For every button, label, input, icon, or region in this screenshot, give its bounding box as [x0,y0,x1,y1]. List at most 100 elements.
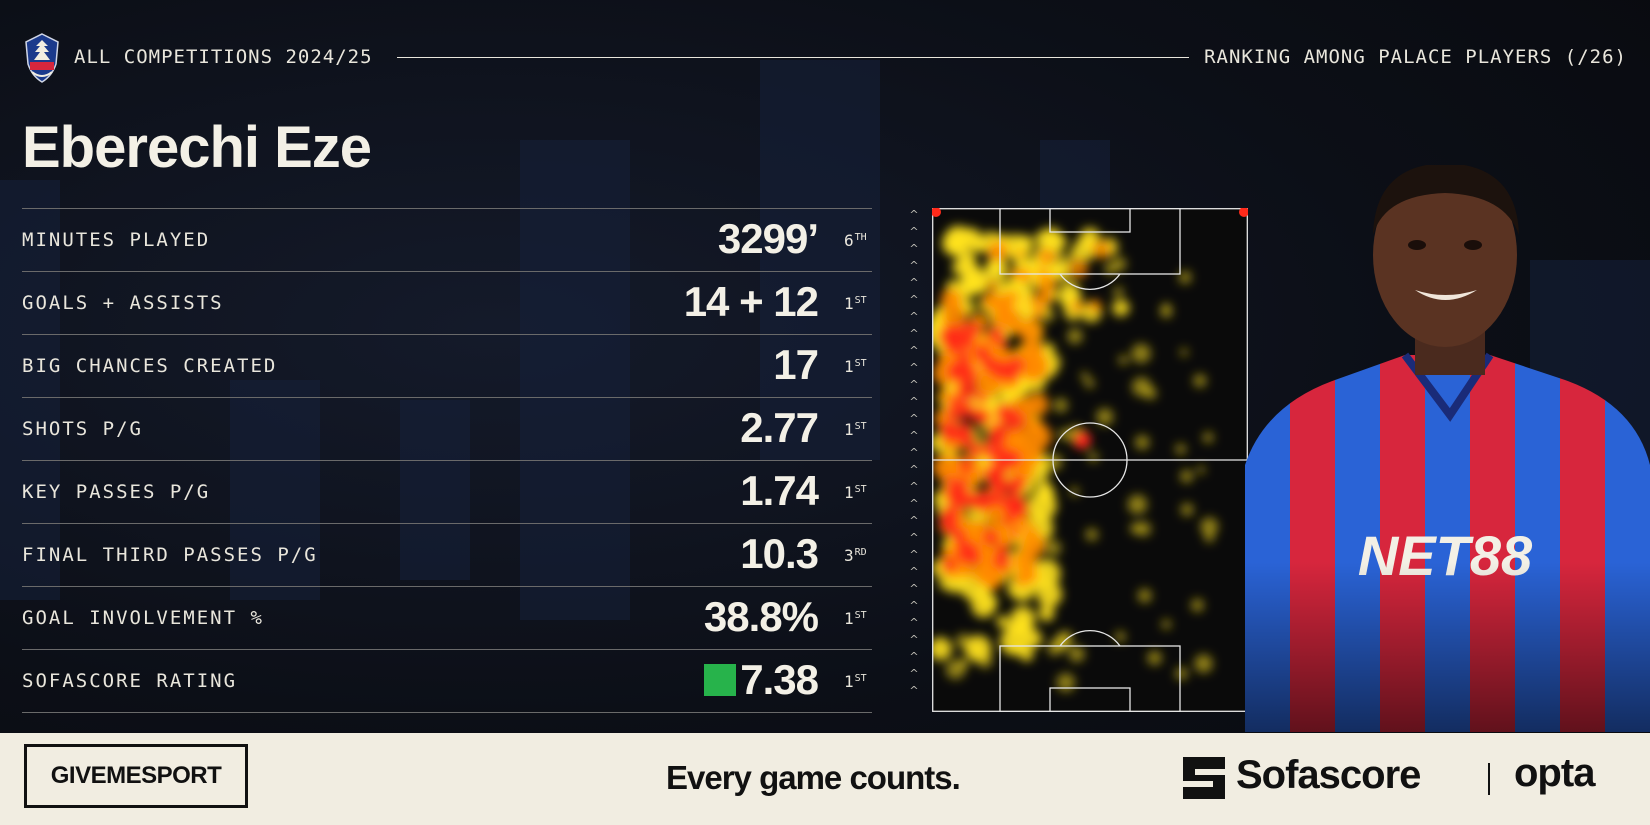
heat-blob [965,550,981,566]
heat-blob [947,235,966,255]
heat-blob [957,401,971,414]
heat-blob [958,657,969,669]
heat-blob [1046,453,1063,471]
stat-row-sofascore-rating: SOFASCORE RATING 7.38 1ST [22,649,872,713]
heat-blob [955,378,979,402]
stat-label: GOALS + ASSISTS [22,292,224,314]
arrow-icon: ^ [909,582,919,595]
heat-blob [1019,320,1043,344]
stat-value: 14 + 12 [683,278,819,325]
heat-blob [950,527,967,544]
heat-blob [1112,299,1130,317]
arrow-icon: ^ [909,344,919,357]
arrow-icon: ^ [909,259,919,272]
heat-blob [986,469,1006,489]
arrow-icon: ^ [909,293,919,306]
heat-blob [1204,532,1215,543]
arrow-icon: ^ [909,276,919,289]
heat-blob [1002,516,1014,528]
heat-blob [1006,620,1023,636]
stat-rank: 1ST [844,609,867,628]
arrow-icon: ^ [909,497,919,510]
heat-blob [1190,598,1204,612]
heat-blob [982,529,999,546]
heat-blob [982,293,998,309]
heat-blob [1047,640,1062,656]
heat-blob [1005,495,1029,519]
heat-blob [959,563,975,579]
heat-blob [969,494,985,511]
heat-blob [1127,494,1148,515]
arrow-icon: ^ [909,531,919,544]
heat-blob [958,541,969,552]
heat-blob [932,637,952,661]
stat-rank: 6TH [844,231,867,250]
stat-row-minutes-played: MINUTES PLAYED 3299’ 6TH [22,208,872,271]
heat-blob [1134,435,1150,450]
arrow-icon: ^ [909,395,919,408]
heat-blob [945,484,967,507]
heat-blob [976,393,988,404]
stat-value: 2.77 [740,404,819,451]
heat-blob [1038,248,1054,265]
arrow-icon: ^ [909,616,919,629]
heat-blob [1202,432,1214,443]
stat-row-final-third-passes: FINAL THIRD PASSES P/G 10.3 3RD [22,523,872,586]
sofascore-logo-icon [1183,757,1225,799]
heat-blob [991,309,1009,326]
heat-blob [1014,570,1031,587]
heat-blob [1000,365,1013,378]
corner-hotspot [932,208,941,217]
heat-blob [1068,259,1089,279]
player-name: Eberechi Eze [22,115,372,180]
attack-direction-arrows: ^ ^ ^ ^ ^ ^ ^ ^ ^ ^ ^ ^ ^ ^ ^ ^ ^ ^ ^ ^ ^ ^ ^ ^ ^ ^ ^ ^ ^ [908,206,920,718]
stat-rank: 1ST [844,483,867,502]
crystal-palace-crest-icon [25,33,59,83]
heat-blob [1193,374,1207,388]
heat-blob [992,551,1012,570]
logo-separator [1488,763,1490,795]
heat-blob [996,615,1009,628]
stat-label: BIG CHANCES CREATED [22,355,278,377]
heat-blob [1011,643,1024,656]
heat-blob [1175,667,1188,680]
stat-rank: 1ST [844,672,867,691]
heat-blob [1023,523,1037,537]
opta-wordmark: opta [1514,751,1595,795]
heat-blob [1071,300,1084,313]
arrow-icon: ^ [909,225,919,238]
heat-blob [942,557,957,572]
stat-value: 7.38 [704,656,819,704]
heat-blob [1080,371,1089,381]
heat-blob [980,355,998,373]
player-photo: NET88 [1245,165,1650,732]
heatmap-pitch [932,208,1248,712]
heat-blob [1067,328,1083,344]
heat-blob [1036,272,1057,293]
heat-blob [1113,286,1124,298]
heat-blob [977,409,991,423]
heat-blob [959,458,974,474]
stat-row-shots: SHOTS P/G 2.77 1ST [22,397,872,460]
header: ALL COMPETITIONS 2024/25 RANKING AMONG P… [22,32,1627,83]
heat-blob [1027,490,1057,521]
heat-blob [987,280,999,292]
heat-blob [967,443,981,458]
heat-blob [1036,581,1063,608]
arrow-icon: ^ [909,667,919,680]
arrow-icon: ^ [909,429,919,442]
heat-blob [1053,398,1068,413]
heat-blob [962,274,982,293]
arrow-icon: ^ [909,650,919,663]
heat-blob [964,338,975,350]
heat-blob [1180,469,1194,483]
heat-blob [989,422,1005,437]
heat-blob [1084,378,1095,389]
heat-blob [1096,408,1114,426]
heat-blob [1178,270,1192,284]
heat-blob [1022,306,1035,319]
arrow-icon: ^ [909,684,919,697]
heat-blob [1131,377,1152,397]
stat-label: SOFASCORE RATING [22,670,238,692]
